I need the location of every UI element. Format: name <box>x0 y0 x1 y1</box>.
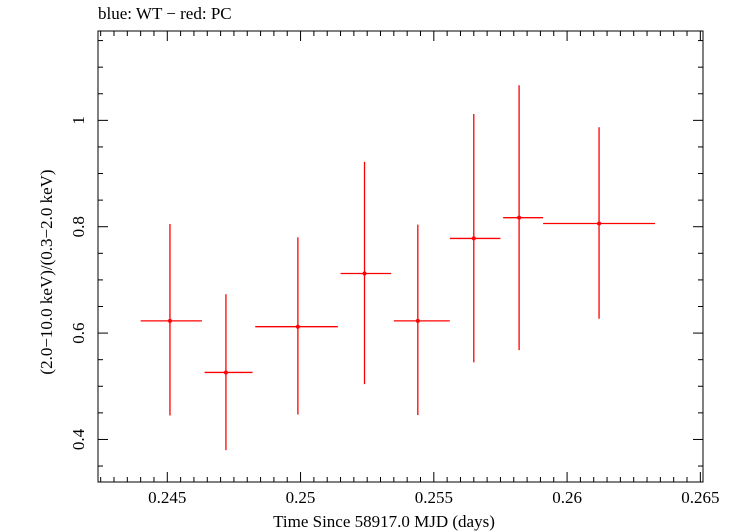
data-marker <box>362 271 367 276</box>
x-tick-label: 0.25 <box>286 488 316 507</box>
x-tick-label: 0.265 <box>681 488 719 507</box>
data-point <box>204 294 253 451</box>
chart-title: blue: WT − red: PC <box>98 4 232 23</box>
data-marker <box>597 221 602 226</box>
y-tick-label: 0.8 <box>69 216 88 237</box>
data-marks <box>140 85 656 451</box>
x-tick-label: 0.255 <box>415 488 453 507</box>
data-point <box>140 224 202 416</box>
data-marker <box>167 318 172 323</box>
axis-ticks: 0.245 0.25 0.255 0.26 0.265 0.4 0.6 0.8 1 <box>69 31 719 507</box>
data-marker <box>295 324 300 329</box>
data-point <box>340 161 392 385</box>
x-tick-label: 0.245 <box>148 488 186 507</box>
plot-frame <box>97 30 704 483</box>
data-point <box>255 237 338 415</box>
data-point <box>449 113 501 363</box>
data-marker <box>223 370 228 375</box>
x-tick-label: 0.26 <box>552 488 582 507</box>
x-axis-label: Time Since 58917.0 MJD (days) <box>273 512 495 531</box>
data-marker <box>517 215 522 220</box>
y-tick-label: 0.4 <box>69 428 88 450</box>
data-point <box>503 85 544 351</box>
y-axis-label: (2.0−10.0 keV)/(0.3−2.0 keV) <box>37 169 56 374</box>
y-tick-label: 0.6 <box>69 322 88 343</box>
data-marker <box>471 236 476 241</box>
data-point <box>543 127 656 319</box>
data-point <box>393 224 450 415</box>
y-tick-label: 1 <box>69 116 88 125</box>
data-marker <box>415 318 420 323</box>
